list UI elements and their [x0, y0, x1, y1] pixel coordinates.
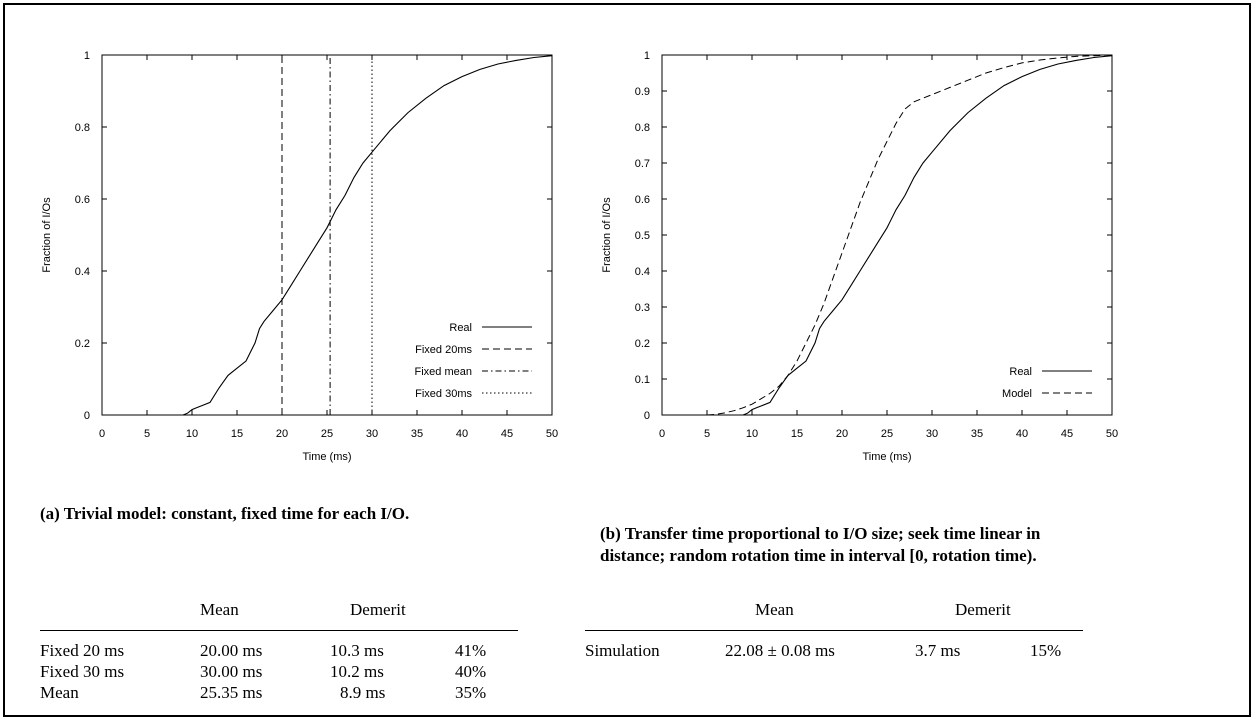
x-tick-label: 40	[456, 428, 468, 440]
row-demerit-ms: 10.3 ms	[330, 641, 384, 660]
y-tick-label: 0.2	[635, 338, 650, 350]
row-demerit-pct: 41%	[455, 641, 487, 660]
x-tick-label: 0	[659, 428, 665, 440]
table-row: Simulation	[585, 641, 660, 661]
plot-frame	[101, 54, 553, 416]
table-a-header-demerit: Demerit	[350, 600, 406, 619]
legend-label: Real	[449, 322, 472, 334]
legend-label: Real	[1009, 366, 1032, 378]
row-mean: 20.00 ms	[200, 641, 263, 660]
row-label: Mean	[40, 683, 79, 702]
caption-a: (a) Trivial model: constant, fixed time …	[40, 504, 410, 523]
y-tick-label: 0.8	[635, 122, 650, 134]
table-row: Mean	[40, 683, 79, 703]
row-mean: 25.35 ms	[200, 683, 263, 702]
x-tick-label: 10	[186, 428, 198, 440]
y-tick-label: 0.8	[75, 122, 90, 134]
legend-label: Fixed 20ms	[415, 344, 472, 356]
caption-b-line2: distance; random rotation time in interv…	[600, 546, 1037, 565]
series-line-real	[662, 55, 1113, 416]
y-tick-label: 0.6	[75, 194, 90, 206]
legend-label: Model	[1002, 388, 1032, 400]
table-a-rule	[40, 630, 518, 631]
row-demerit-ms: 3.7 ms	[915, 641, 961, 660]
legend-label: Fixed mean	[415, 366, 472, 378]
y-tick-label: 1	[84, 50, 90, 62]
series-line-model	[706, 54, 1113, 416]
y-tick-label: 0	[644, 410, 650, 422]
x-tick-label: 20	[836, 428, 848, 440]
table-b-header-demerit: Demerit	[955, 600, 1011, 619]
y-tick-label: 0.6	[635, 194, 650, 206]
y-tick-label: 0.2	[75, 338, 90, 350]
x-tick-label: 45	[1061, 428, 1073, 440]
x-tick-label: 10	[746, 428, 758, 440]
x-tick-label: 25	[321, 428, 333, 440]
row-label: Fixed 20 ms	[40, 641, 125, 660]
x-tick-label: 20	[276, 428, 288, 440]
x-axis-label: Time (ms)	[862, 451, 911, 463]
x-tick-label: 45	[501, 428, 513, 440]
table-a: Mean Demerit Fixed 20 ms 20.00 ms 10.3 m…	[40, 600, 520, 703]
x-tick-label: 15	[231, 428, 243, 440]
x-tick-label: 0	[99, 428, 105, 440]
x-tick-label: 35	[971, 428, 983, 440]
plot-frame	[661, 54, 1113, 416]
x-tick-label: 50	[1106, 428, 1118, 440]
x-tick-label: 40	[1016, 428, 1028, 440]
series-line-real	[102, 55, 553, 416]
table-b-rule	[585, 630, 1083, 631]
row-demerit-pct: 35%	[455, 683, 487, 702]
x-tick-label: 15	[791, 428, 803, 440]
caption-b-line1: (b) Transfer time proportional to I/O si…	[600, 524, 1041, 543]
legend-label: Fixed 30ms	[415, 388, 472, 400]
x-tick-label: 30	[926, 428, 938, 440]
y-tick-label: 0	[84, 410, 90, 422]
y-axis-label: Fraction of I/Os	[41, 197, 53, 273]
row-mean: 30.00 ms	[200, 662, 263, 681]
chart-b: 0 5 10 15 20 25 30 35 40 45 50 0 0.1 0.2 0.3 0.4 0.5 0.6 0…	[601, 50, 1118, 463]
row-label: Simulation	[585, 641, 660, 660]
x-tick-label: 5	[704, 428, 710, 440]
x-tick-label: 50	[546, 428, 558, 440]
y-tick-label: 0.7	[635, 158, 650, 170]
row-demerit-pct: 15%	[1030, 641, 1062, 660]
x-tick-label: 30	[366, 428, 378, 440]
y-tick-label: 0.1	[635, 374, 650, 386]
y-tick-label: 1	[644, 50, 650, 62]
caption-b: (b) Transfer time proportional to I/O si…	[600, 523, 1040, 567]
x-tick-label: 35	[411, 428, 423, 440]
row-demerit-ms: 8.9 ms	[340, 683, 386, 702]
y-tick-label: 0.4	[75, 266, 90, 278]
x-tick-label: 25	[881, 428, 893, 440]
y-tick-label: 0.9	[635, 86, 650, 98]
table-row: Fixed 30 ms	[40, 662, 124, 682]
table-a-header-mean: Mean	[200, 600, 239, 619]
y-tick-label: 0.3	[635, 302, 650, 314]
chart-a: 0 5 10 15 20 25 30 35 40 45 50 0 0.2 0.4 0.6 0.8 1 Time (…	[41, 50, 558, 463]
row-label: Fixed 30 ms	[40, 662, 125, 681]
row-demerit-pct: 40%	[455, 662, 487, 681]
figure-frame	[3, 3, 1251, 717]
table-b: Mean Demerit Simulation 22.08 ± 0.08 ms …	[585, 600, 1095, 660]
y-axis-label: Fraction of I/Os	[601, 197, 613, 273]
x-tick-label: 5	[144, 428, 150, 440]
x-axis-label: Time (ms)	[302, 451, 351, 463]
row-demerit-ms: 10.2 ms	[330, 662, 384, 681]
y-tick-label: 0.4	[635, 266, 650, 278]
y-tick-label: 0.5	[635, 230, 650, 242]
row-mean: 22.08 ± 0.08 ms	[725, 641, 835, 660]
table-row: Fixed 20 ms	[40, 641, 124, 661]
table-b-header-mean: Mean	[755, 600, 794, 619]
